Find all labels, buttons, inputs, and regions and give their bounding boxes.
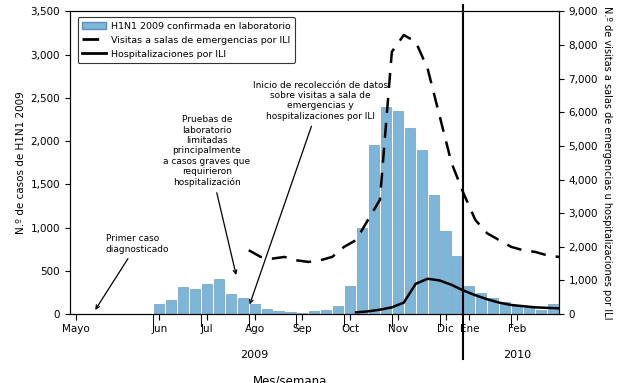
Legend: H1N1 2009 confirmada en laboratorio, Visitas a salas de emergencias por ILI, Hos: H1N1 2009 confirmada en laboratorio, Vis… xyxy=(77,17,295,63)
Bar xyxy=(524,307,534,314)
Bar xyxy=(441,231,451,314)
Bar xyxy=(226,294,236,314)
Bar xyxy=(214,278,224,314)
Bar xyxy=(178,287,188,314)
Bar xyxy=(190,289,200,314)
Text: Mes/semana: Mes/semana xyxy=(253,375,328,383)
Bar xyxy=(154,304,164,314)
Text: Inicio de recolección de datos
sobre visitas a sala de
emergencias y
hospitaliza: Inicio de recolección de datos sobre vis… xyxy=(250,81,388,303)
Bar xyxy=(321,310,331,314)
Bar xyxy=(274,311,284,314)
Text: 2010: 2010 xyxy=(503,350,531,360)
Bar xyxy=(357,228,367,314)
Bar xyxy=(548,304,558,314)
Bar xyxy=(333,306,344,314)
Text: 2009: 2009 xyxy=(241,350,269,360)
Bar xyxy=(309,311,319,314)
Bar xyxy=(392,111,403,314)
Bar xyxy=(488,298,498,314)
Bar xyxy=(476,293,486,314)
Bar xyxy=(345,286,355,314)
Bar xyxy=(237,298,248,314)
Bar xyxy=(262,309,272,314)
Bar xyxy=(512,304,522,314)
Bar xyxy=(536,310,546,314)
Bar xyxy=(166,300,177,314)
Text: Pruebas de
laboratorio
limitadas
principalmente
a casos graves que
requirieron
h: Pruebas de laboratorio limitadas princip… xyxy=(163,115,251,274)
Y-axis label: N.º de visitas a salas de emergencias u hospitalizaciones por ILI: N.º de visitas a salas de emergencias u … xyxy=(602,6,612,319)
Bar xyxy=(452,256,462,314)
Text: Primer caso
diagnosticado: Primer caso diagnosticado xyxy=(96,234,169,309)
Bar xyxy=(500,302,510,314)
Bar xyxy=(464,286,474,314)
Bar xyxy=(429,195,439,314)
Bar xyxy=(404,128,415,314)
Bar xyxy=(285,312,295,314)
Bar xyxy=(381,106,391,314)
Y-axis label: N.º de casos de H1N1 2009: N.º de casos de H1N1 2009 xyxy=(17,92,26,234)
Bar xyxy=(417,150,427,314)
Bar xyxy=(250,304,260,314)
Bar xyxy=(202,284,212,314)
Bar xyxy=(369,146,379,314)
Bar xyxy=(297,313,307,314)
